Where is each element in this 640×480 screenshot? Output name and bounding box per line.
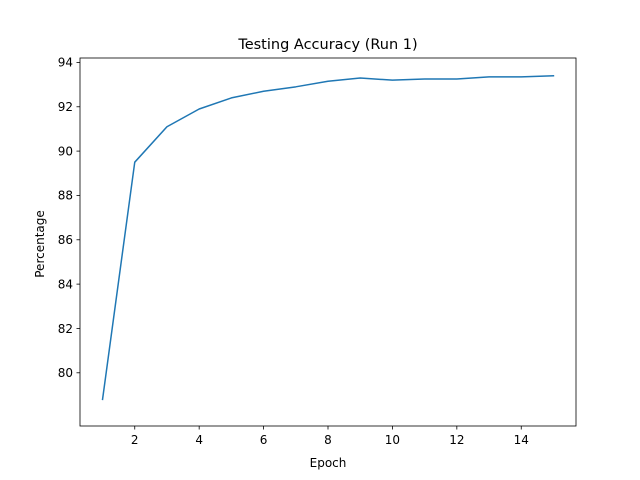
x-tick-label: 2 [131, 433, 139, 447]
y-tick-label: 86 [58, 233, 73, 247]
plot-area: 2 4 6 8 10 12 14 80 82 84 86 88 90 92 94 [58, 56, 577, 447]
x-tick-label: 14 [514, 433, 529, 447]
x-tick-label: 6 [260, 433, 268, 447]
x-tick-label: 12 [449, 433, 464, 447]
x-axis-label: Epoch [310, 456, 347, 470]
y-tick-label: 82 [58, 322, 73, 336]
y-tick-label: 94 [58, 56, 73, 70]
chart-title: Testing Accuracy (Run 1) [237, 37, 417, 53]
y-tick-label: 92 [58, 100, 73, 114]
x-tick-label: 8 [324, 433, 332, 447]
y-tick-label: 88 [58, 189, 73, 203]
y-axis-label: Percentage [33, 210, 47, 278]
y-tick-label: 90 [58, 144, 73, 158]
y-tick-label: 84 [58, 277, 73, 291]
x-tick-label: 4 [195, 433, 203, 447]
y-tick-label: 80 [58, 366, 73, 380]
series-line-1 [101, 74, 555, 401]
x-tick-label: 10 [385, 433, 400, 447]
